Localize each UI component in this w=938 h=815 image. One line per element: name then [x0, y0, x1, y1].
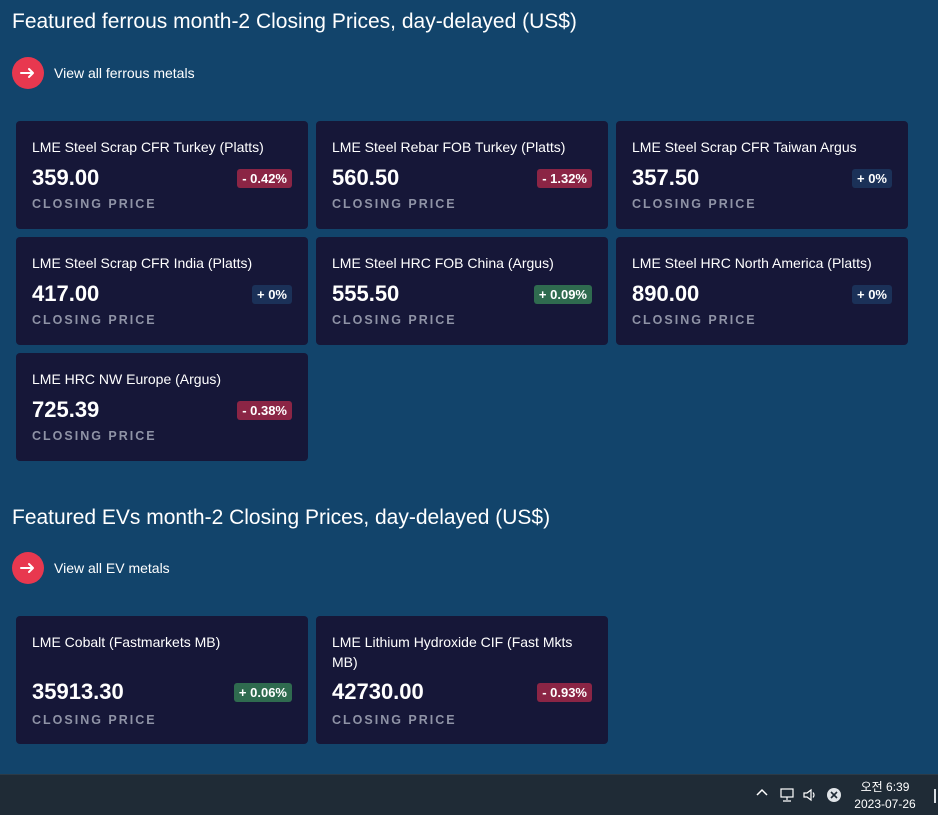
card-price: 725.39: [32, 397, 100, 422]
card-metal-name: LME Steel Rebar FOB Turkey (Platts): [332, 139, 566, 155]
price-card[interactable]: LME Steel HRC North America (Platts) 890…: [616, 237, 908, 345]
card-price: 417.00: [32, 281, 100, 306]
chevron-up-icon[interactable]: [755, 787, 769, 797]
change-badge: - 0.38%: [237, 400, 292, 420]
evs-section-title: Featured EVs month-2 Closing Prices, day…: [12, 506, 551, 529]
change-badge: - 0.93%: [537, 682, 592, 702]
change-badge: + 0.09%: [533, 284, 592, 304]
system-clock[interactable]: 오전 6:39 2023-07-26: [846, 779, 924, 813]
clock-time: 오전 6:39: [860, 780, 910, 794]
price-card[interactable]: LME Steel Scrap CFR Taiwan Argus 357.50 …: [616, 121, 908, 229]
card-price: 42730.00: [332, 679, 424, 704]
closing-price-label: CLOSING PRICE: [32, 713, 157, 727]
card-price: 555.50: [332, 281, 400, 306]
card-metal-name: LME Steel Scrap CFR Turkey (Platts): [32, 139, 264, 155]
closing-price-label: CLOSING PRICE: [332, 713, 457, 727]
closing-price-label: CLOSING PRICE: [632, 313, 757, 327]
card-metal-name: LME Lithium Hydroxide CIF (Fast Mkts MB): [332, 634, 573, 670]
volume-icon[interactable]: [802, 787, 818, 803]
closing-price-label: CLOSING PRICE: [32, 429, 157, 443]
clock-date: 2023-07-26: [854, 797, 916, 811]
card-price: 357.50: [632, 165, 700, 190]
card-metal-name: LME HRC NW Europe (Argus): [32, 371, 222, 387]
arrow-right-icon: [12, 57, 44, 89]
price-card[interactable]: LME Cobalt (Fastmarkets MB) 35913.30 + 0…: [16, 616, 308, 744]
price-card[interactable]: LME Steel HRC FOB China (Argus) 555.50 +…: [316, 237, 608, 345]
change-badge: + 0%: [252, 284, 292, 304]
card-metal-name: LME Cobalt (Fastmarkets MB): [32, 634, 221, 650]
closing-price-label: CLOSING PRICE: [332, 197, 457, 211]
card-metal-name: LME Steel Scrap CFR Taiwan Argus: [632, 139, 857, 155]
closing-price-label: CLOSING PRICE: [332, 313, 457, 327]
ferrous-section-title: Featured ferrous month-2 Closing Prices,…: [12, 10, 577, 33]
card-metal-name: LME Steel HRC North America (Platts): [632, 255, 872, 271]
card-metal-name: LME Steel Scrap CFR India (Platts): [32, 255, 253, 271]
closing-price-label: CLOSING PRICE: [32, 313, 157, 327]
closing-price-label: CLOSING PRICE: [632, 197, 757, 211]
view-all-ferrous-link[interactable]: View all ferrous metals: [12, 57, 195, 89]
view-all-ferrous-label: View all ferrous metals: [54, 65, 195, 81]
price-card[interactable]: LME Steel Scrap CFR Turkey (Platts) 359.…: [16, 121, 308, 229]
close-circle-icon[interactable]: [826, 787, 842, 803]
network-icon[interactable]: [779, 787, 795, 803]
card-price: 359.00: [32, 165, 100, 190]
change-badge: - 0.42%: [237, 168, 292, 188]
closing-price-label: CLOSING PRICE: [32, 197, 157, 211]
price-card[interactable]: LME Steel Scrap CFR India (Platts) 417.0…: [16, 237, 308, 345]
arrow-right-icon: [12, 552, 44, 584]
price-card[interactable]: LME Steel Rebar FOB Turkey (Platts) 560.…: [316, 121, 608, 229]
change-badge: + 0.06%: [233, 682, 292, 702]
notification-icon[interactable]: [934, 789, 936, 803]
card-metal-name: LME Steel HRC FOB China (Argus): [332, 255, 554, 271]
change-badge: - 1.32%: [537, 168, 592, 188]
price-card[interactable]: LME HRC NW Europe (Argus) 725.39 - 0.38%…: [16, 353, 308, 461]
change-badge: + 0%: [852, 284, 892, 304]
view-all-ev-label: View all EV metals: [54, 560, 170, 576]
change-badge: + 0%: [852, 168, 892, 188]
card-price: 890.00: [632, 281, 700, 306]
card-price: 35913.30: [32, 679, 124, 704]
price-card[interactable]: LME Lithium Hydroxide CIF (Fast Mkts MB)…: [316, 616, 608, 744]
view-all-ev-link[interactable]: View all EV metals: [12, 552, 170, 584]
taskbar: 오전 6:39 2023-07-26: [0, 774, 938, 815]
card-price: 560.50: [332, 165, 400, 190]
